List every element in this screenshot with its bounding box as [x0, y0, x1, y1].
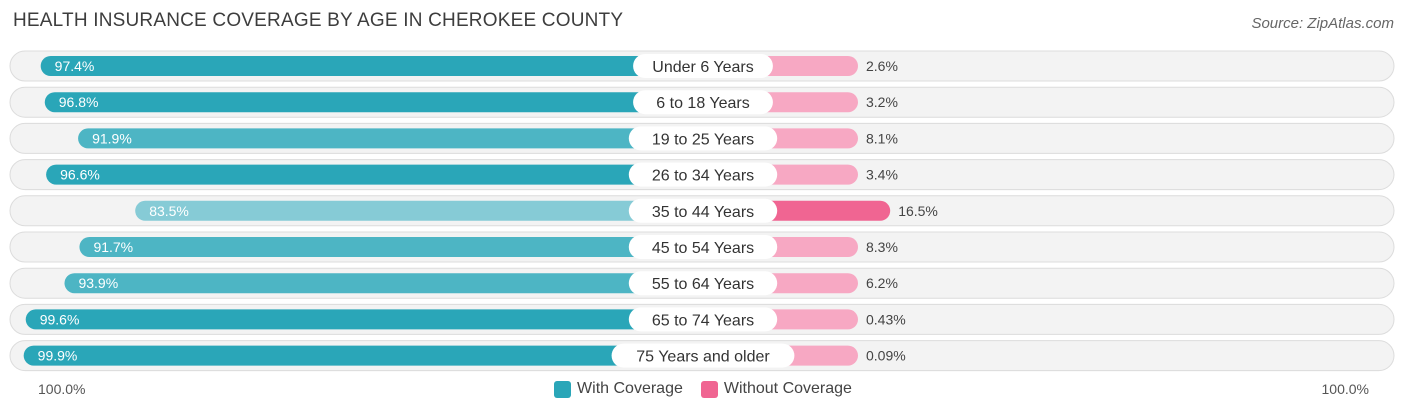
bar-with-coverage: [40, 56, 704, 76]
bar-with-coverage: [79, 237, 703, 257]
bar-label-with-coverage: 93.9%: [78, 275, 118, 291]
bar-label-with-coverage: 83.5%: [149, 203, 189, 219]
bar-with-coverage: [46, 164, 704, 185]
legend-item-with-coverage: With Coverage: [554, 380, 683, 398]
bar-label-with-coverage: 91.7%: [93, 239, 133, 255]
category-label: 19 to 25 Years: [652, 131, 754, 148]
bar-with-coverage: [64, 273, 704, 294]
bar-label-with-coverage: 96.8%: [59, 94, 99, 110]
category-pill: [628, 126, 778, 151]
legend-label-without-coverage: Without Coverage: [723, 380, 852, 397]
category-pill: [611, 343, 795, 368]
legend: With Coverage Without Coverage: [0, 380, 1406, 398]
category-label: 45 to 54 Years: [652, 240, 754, 257]
category-pill: [633, 90, 773, 115]
chart-source: Source: ZipAtlas.com: [1251, 15, 1394, 32]
axis-left-label: 100.0%: [38, 381, 86, 397]
category-label: 26 to 34 Years: [652, 168, 754, 185]
legend-item-without-coverage: Without Coverage: [700, 380, 852, 398]
category-pill: [628, 307, 778, 332]
bar-label-without-coverage: 16.5%: [898, 203, 938, 219]
bar-label-with-coverage: 91.9%: [92, 130, 132, 146]
bar-label-without-coverage: 8.1%: [866, 130, 898, 146]
category-label: 55 to 64 Years: [652, 276, 754, 293]
bar-label-without-coverage: 2.6%: [866, 58, 898, 74]
bar-with-coverage: [44, 92, 703, 113]
bar-label-with-coverage: 96.6%: [60, 167, 100, 183]
category-label: 75 Years and older: [636, 349, 770, 366]
category-pill: [633, 54, 773, 78]
category-pill: [628, 162, 778, 187]
chart-title: HEALTH INSURANCE COVERAGE BY AGE IN CHER…: [13, 10, 624, 31]
bar-label-without-coverage: 3.4%: [866, 167, 898, 183]
bar-label-without-coverage: 6.2%: [866, 275, 898, 291]
category-pill: [628, 198, 778, 223]
category-label: 35 to 44 Years: [652, 204, 754, 221]
bar-label-without-coverage: 0.43%: [866, 311, 906, 327]
category-pill: [628, 235, 778, 259]
legend-label-with-coverage: With Coverage: [577, 380, 683, 397]
bar-label-with-coverage: 99.6%: [40, 311, 80, 327]
category-label: 65 to 74 Years: [652, 312, 754, 329]
bar-label-with-coverage: 97.4%: [55, 58, 95, 74]
bar-with-coverage: [25, 309, 704, 330]
bar-with-coverage: [135, 200, 703, 221]
bar-label-with-coverage: 99.9%: [38, 348, 78, 364]
bar-label-without-coverage: 0.09%: [866, 348, 906, 364]
bar-with-coverage: [23, 345, 704, 366]
legend-swatch-without-coverage: [700, 380, 718, 398]
legend-swatch-with-coverage: [554, 380, 572, 398]
category-label: Under 6 Years: [652, 59, 753, 76]
category-pill: [628, 271, 778, 296]
category-label: 6 to 18 Years: [656, 95, 749, 112]
bar-label-without-coverage: 3.2%: [866, 94, 898, 110]
bar-with-coverage: [78, 128, 703, 149]
axis-right-label: 100.0%: [1321, 381, 1369, 397]
bar-label-without-coverage: 8.3%: [866, 239, 898, 255]
